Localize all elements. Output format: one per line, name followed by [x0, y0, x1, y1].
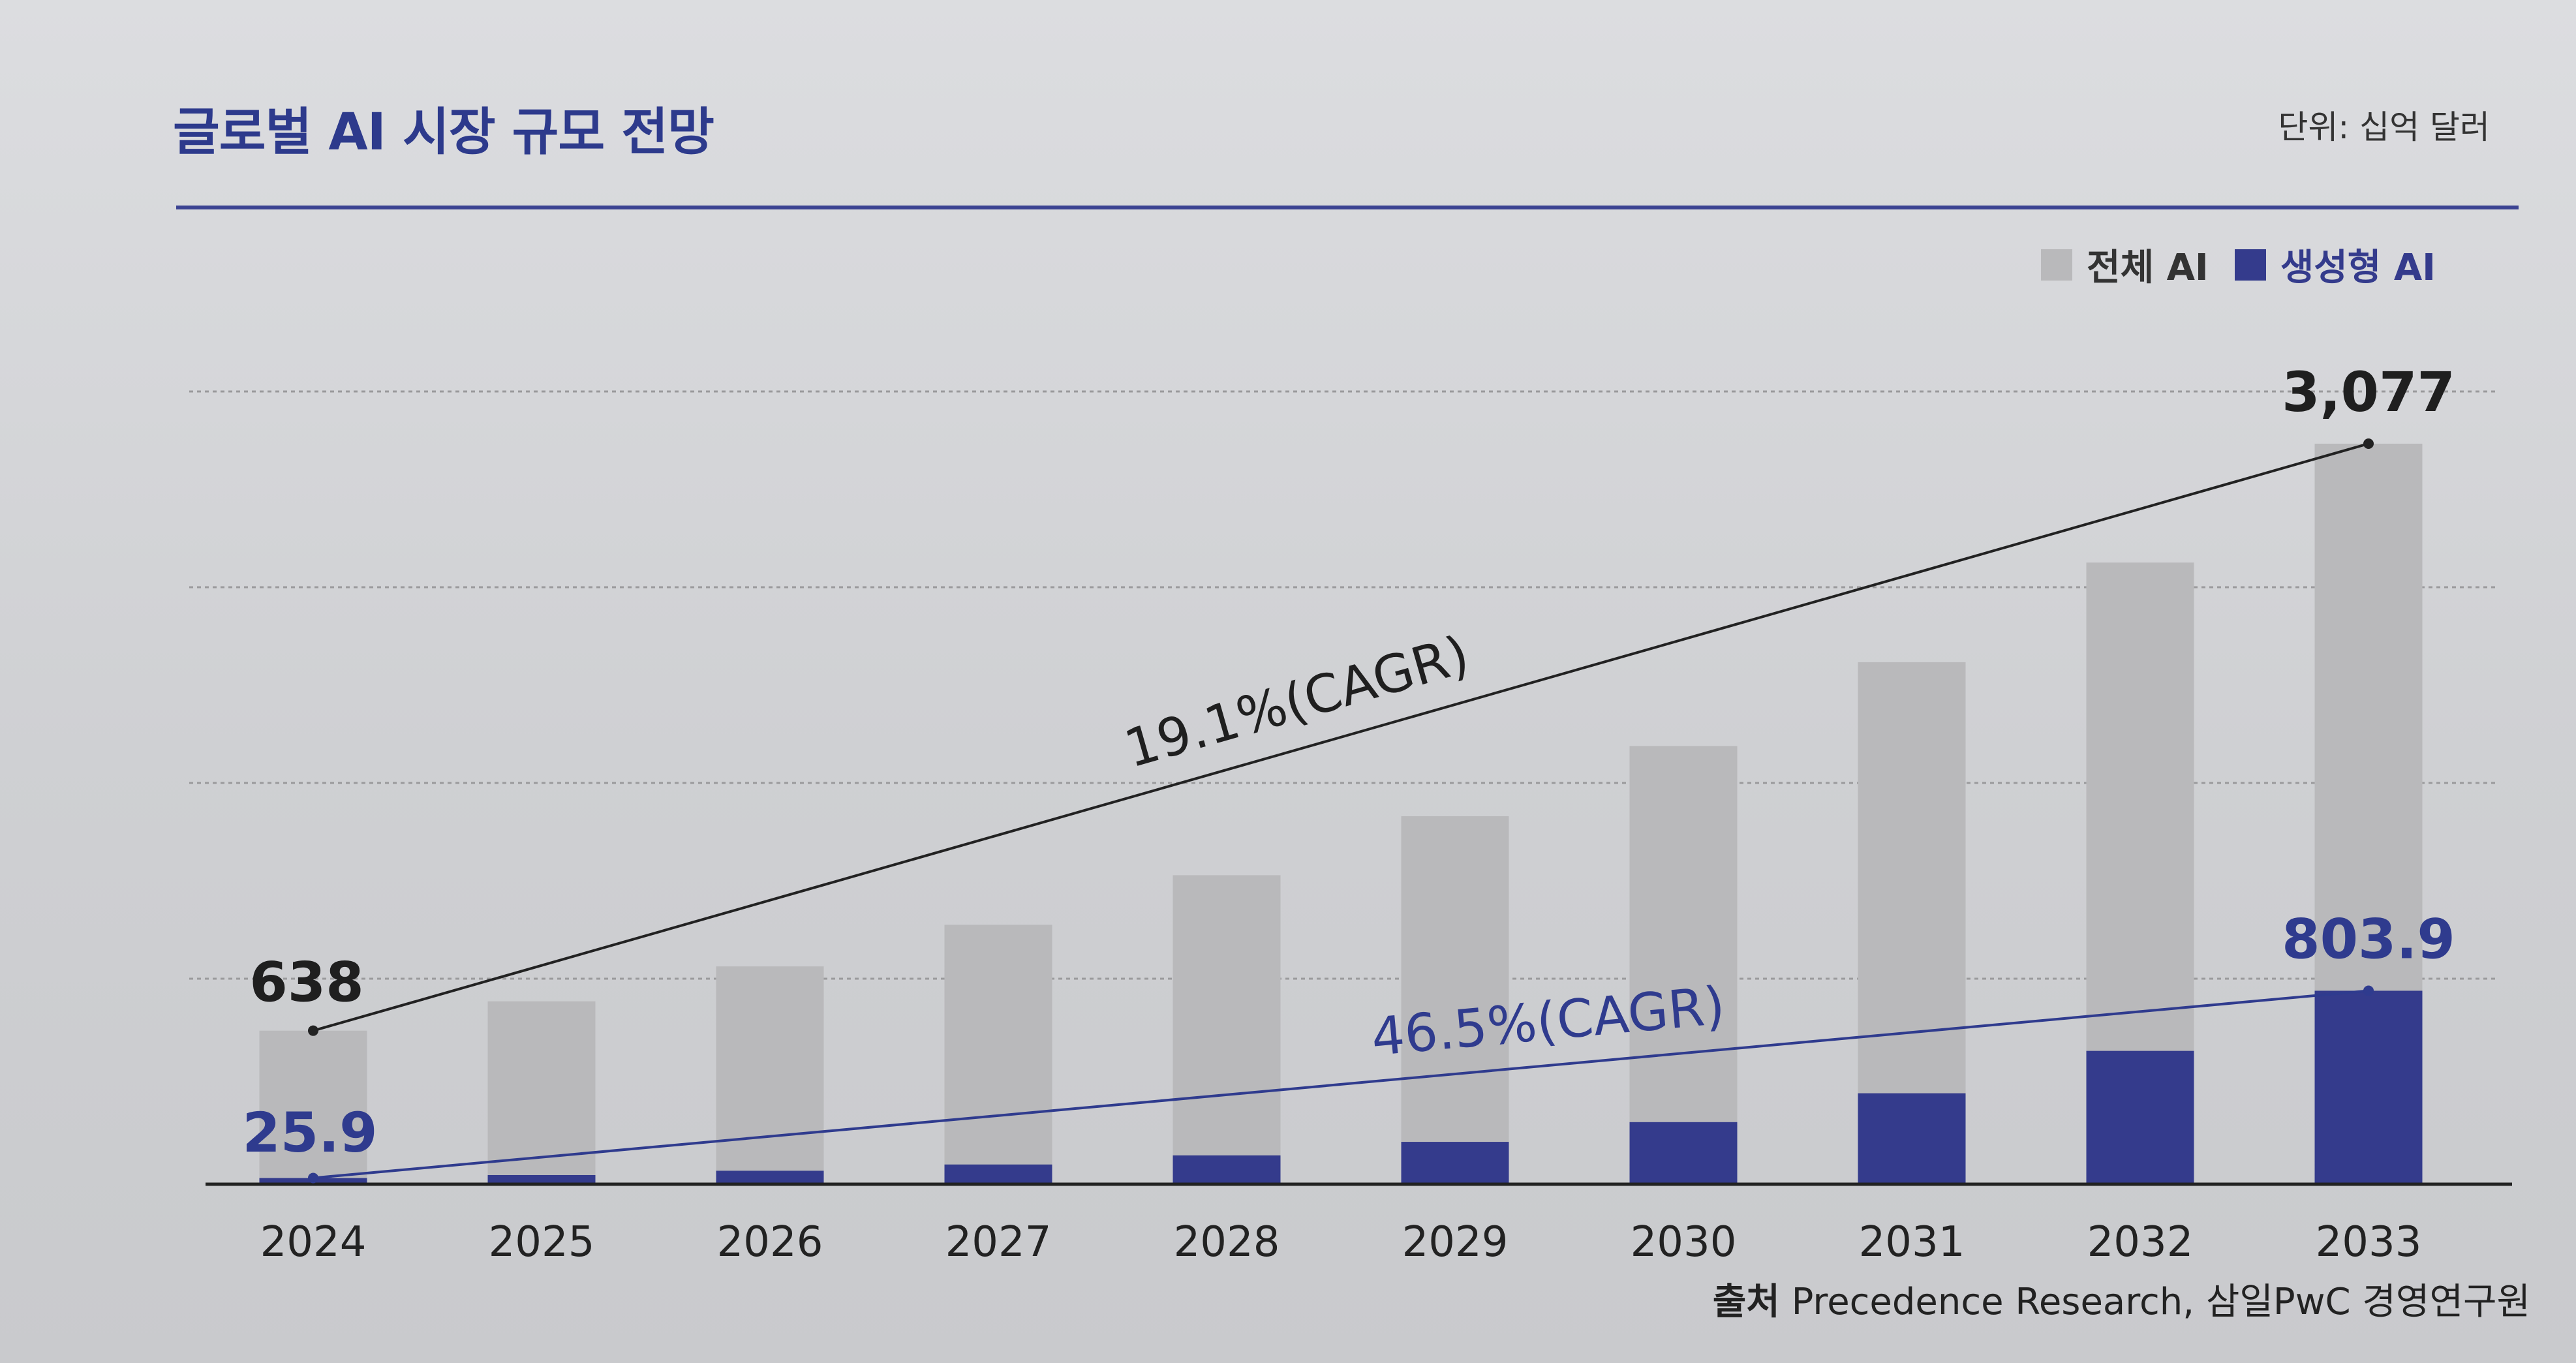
data-label-generative-2024: 25.9	[242, 1101, 377, 1165]
bar-total-2030	[1629, 746, 1738, 1184]
x-tick-label: 2032	[2087, 1218, 2194, 1266]
bar-total-2029	[1401, 816, 1509, 1184]
unit-label: 단위: 십억 달러	[2278, 108, 2490, 146]
bar-generative-2026	[716, 1171, 824, 1184]
legend-label-generative: 생성형 AI	[2280, 247, 2436, 289]
x-tick-label: 2028	[1174, 1218, 1280, 1266]
trend-point-generative-end	[2363, 985, 2374, 996]
legend-item-generative: 생성형 AI	[2234, 238, 2436, 291]
trend-point-total-end	[2363, 438, 2374, 449]
x-tick-label: 2029	[1402, 1218, 1509, 1266]
source-text: Precedence Research, 삼일PwC 경영연구원	[1791, 1281, 2530, 1323]
data-label-total-2033: 3,077	[2282, 360, 2455, 424]
trend-point-total-start	[308, 1025, 318, 1036]
cagr-label-total: 19.1%(CAGR)	[1118, 624, 1475, 780]
source-note: 출처 Precedence Research, 삼일PwC 경영연구원	[1713, 1272, 2530, 1325]
data-label-generative-2033: 803.9	[2282, 907, 2455, 971]
bar-generative-2031	[1858, 1093, 1966, 1184]
trend-line-total	[313, 442, 2369, 1032]
legend-item-total: 전체 AI	[2041, 238, 2209, 291]
bar-total-2028	[1173, 875, 1281, 1184]
x-tick-label: 2030	[1631, 1218, 1737, 1266]
x-tick-label: 2026	[717, 1218, 823, 1266]
bar-total-2024	[259, 1030, 367, 1184]
bar-generative-2033	[2314, 990, 2423, 1184]
bar-generative-2028	[1173, 1155, 1281, 1184]
title-divider	[176, 206, 2519, 209]
page-title: 글로벌 AI 시장 규모 전망	[173, 103, 714, 162]
legend-label-total: 전체 AI	[2087, 247, 2209, 289]
x-tick-label: 2025	[489, 1218, 595, 1266]
x-tick-label: 2031	[1859, 1218, 1965, 1266]
x-tick-label: 2024	[260, 1218, 367, 1266]
legend-swatch-total	[2041, 249, 2073, 281]
x-tick-label: 2033	[2316, 1218, 2422, 1266]
bar-generative-2032	[2086, 1050, 2194, 1184]
trend-point-generative-start	[308, 1172, 318, 1184]
data-label-total-2024: 638	[249, 951, 363, 1015]
source-label: 출처	[1712, 1281, 1780, 1323]
bar-generative-2027	[944, 1164, 1052, 1184]
bar-generative-2030	[1629, 1122, 1738, 1184]
chart-legend: 전체 AI 생성형 AI	[2041, 238, 2436, 291]
bar-generative-2025	[487, 1174, 596, 1184]
bar-total-2026	[716, 966, 824, 1184]
x-tick-label: 2027	[945, 1218, 1052, 1266]
bar-total-2027	[944, 925, 1052, 1184]
bar-generative-2029	[1401, 1142, 1509, 1184]
legend-swatch-generative	[2234, 249, 2266, 281]
trend-line-generative	[313, 989, 2369, 1180]
